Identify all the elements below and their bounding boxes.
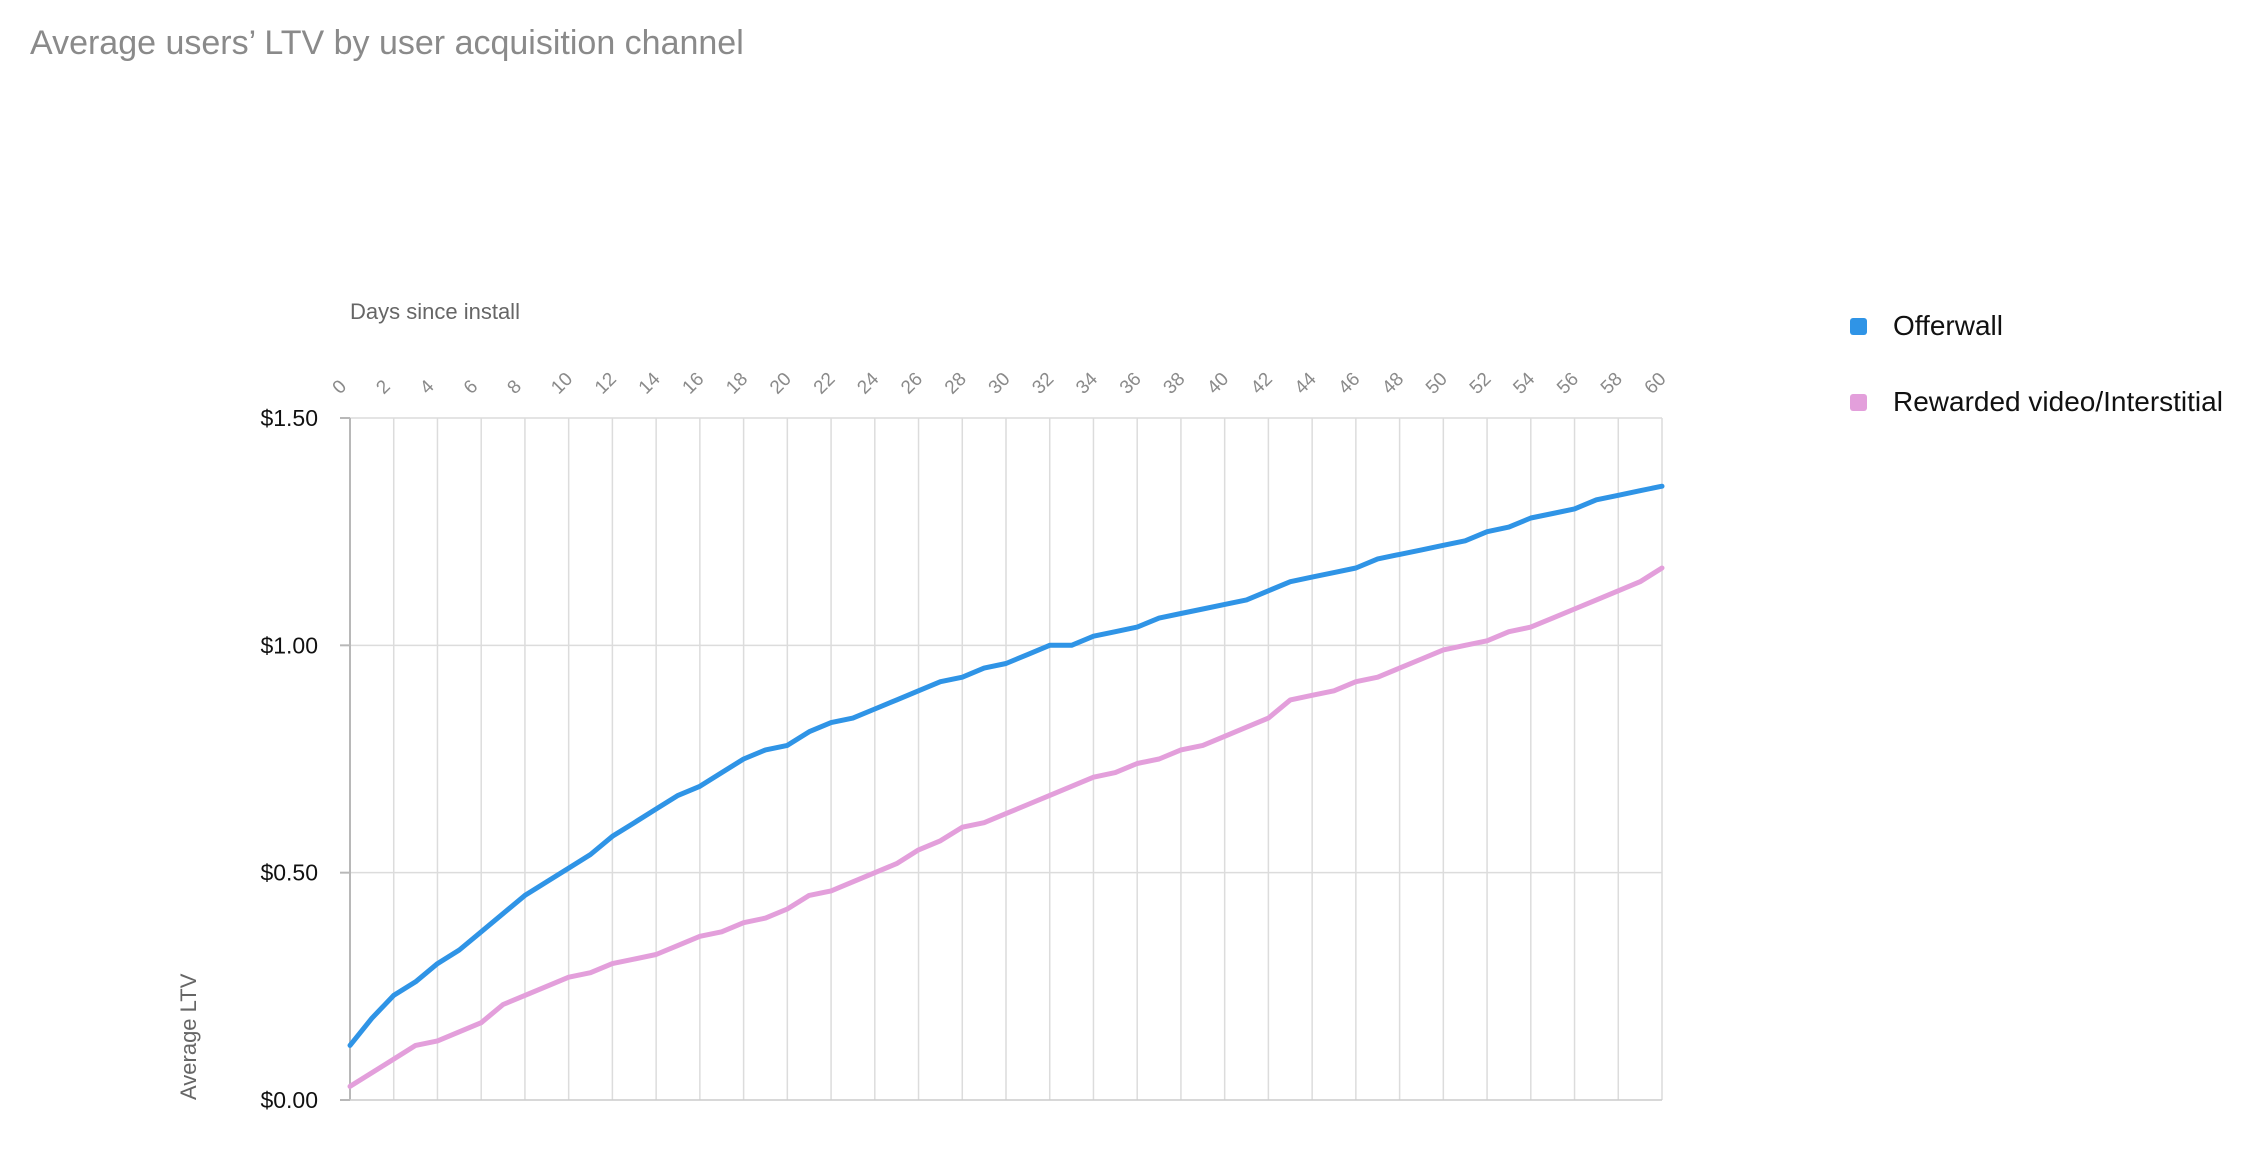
legend-swatch-rewarded-video — [1850, 393, 1867, 411]
y-axis-label: Average LTV — [176, 973, 201, 1100]
x-tick-label: 42 — [1247, 369, 1277, 399]
x-tick-label: 18 — [722, 369, 752, 399]
x-tick-label: 52 — [1466, 369, 1496, 399]
x-tick-label: 46 — [1335, 369, 1365, 399]
y-tick-labels: $0.00 $0.50 $1.00 $1.50 — [260, 405, 350, 1113]
x-tick-label: 24 — [853, 368, 883, 398]
x-tick-label: 4 — [416, 376, 439, 399]
x-tick-label: 22 — [810, 369, 840, 399]
x-tick-label: 16 — [679, 369, 709, 399]
legend: Offerwall Rewarded video/Interstitial — [1850, 306, 2223, 458]
series-line-offerwall — [347, 483, 1665, 1048]
x-tick-label: 44 — [1291, 368, 1321, 398]
y-tick-label: $0.50 — [260, 860, 318, 886]
legend-label-rewarded-video: Rewarded video/Interstitial — [1893, 386, 2223, 417]
axes — [349, 418, 1662, 1101]
legend-label-offerwall: Offerwall — [1893, 310, 2003, 341]
x-tick-label: 8 — [504, 376, 526, 398]
legend-item-rewarded-video[interactable]: Rewarded video/Interstitial — [1850, 382, 2223, 422]
x-tick-label: 40 — [1203, 369, 1233, 399]
y-tick-label: $0.00 — [260, 1087, 318, 1113]
x-tick-label: 60 — [1641, 369, 1671, 399]
legend-swatch-offerwall — [1850, 317, 1867, 335]
x-tick-label: 12 — [591, 369, 621, 399]
x-tick-label: 30 — [985, 369, 1015, 399]
series-lines — [347, 483, 1665, 1089]
x-tick-label: 2 — [372, 376, 394, 398]
x-tick-label: 34 — [1072, 368, 1102, 398]
x-tick-label: 0 — [329, 376, 351, 398]
x-tick-label: 58 — [1597, 369, 1627, 399]
x-tick-label: 10 — [547, 369, 577, 399]
x-tick-label: 32 — [1028, 369, 1058, 399]
x-tick-label: 56 — [1553, 369, 1583, 399]
x-tick-label: 38 — [1160, 369, 1190, 399]
x-axis-label: Days since install — [350, 299, 520, 324]
x-tick-label: 28 — [941, 369, 971, 399]
x-tick-labels: 0 2 4 6 8 10 12 14 16 18 20 22 24 26 28 30 32 34 36 38 40 42 4… — [329, 368, 1671, 398]
y-tick-label: $1.50 — [260, 405, 318, 431]
x-tick-label: 50 — [1422, 369, 1452, 399]
x-tick-label: 54 — [1509, 368, 1539, 398]
x-tick-label: 14 — [635, 368, 665, 398]
x-tick-label: 36 — [1116, 369, 1146, 399]
series-line-rewarded-video — [347, 565, 1665, 1089]
x-tick-label: 48 — [1378, 369, 1408, 399]
x-tick-label: 20 — [766, 369, 796, 399]
legend-item-offerwall[interactable]: Offerwall — [1850, 306, 2223, 346]
grid-lines — [350, 417, 1663, 1100]
x-tick-label: 26 — [897, 369, 927, 399]
chart-title: Average users’ LTV by user acquisition c… — [30, 24, 744, 62]
x-tick-label: 6 — [460, 376, 482, 398]
y-tick-label: $1.00 — [260, 632, 318, 658]
